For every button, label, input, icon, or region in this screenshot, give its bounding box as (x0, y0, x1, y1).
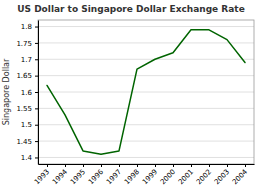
x-tick-label: 1995 (69, 168, 87, 186)
y-tick-mark (35, 141, 38, 142)
y-tick: 1.7 (21, 56, 38, 64)
x-tick: 2004 (231, 164, 250, 186)
y-tick: 1.75 (16, 40, 38, 48)
y-tick-mark (35, 108, 38, 109)
x-tick-label: 2001 (177, 168, 195, 186)
x-tick-label: 2000 (159, 168, 177, 186)
title: US Dollar to Singapore Dollar Exchange R… (17, 4, 245, 14)
grid-line (38, 92, 254, 93)
x-tick-label: 1999 (141, 168, 159, 186)
x-tick-mark (47, 164, 48, 167)
grid-line (38, 42, 254, 43)
x-tick: 1994 (51, 164, 70, 186)
x-tick: 2000 (159, 164, 177, 186)
x-tick-mark (245, 164, 246, 167)
grid-line (38, 141, 254, 142)
y-tick-label: 1.65 (16, 72, 32, 80)
line (47, 30, 245, 154)
grid-line (38, 26, 254, 27)
y-tick-label: 1.45 (16, 138, 32, 146)
x-tick-label: 1993 (33, 168, 51, 186)
y-tick: 1.65 (16, 72, 38, 80)
x-tick: 1993 (33, 164, 51, 186)
x-tick-mark (191, 164, 192, 167)
y-tick-label: 1.55 (16, 105, 32, 113)
x-tick: 2002 (195, 164, 213, 186)
y-tick-mark (35, 92, 38, 93)
y-tick-mark (35, 43, 38, 44)
grid (38, 27, 254, 158)
x-tick-label: 1996 (87, 168, 106, 187)
plot-frame (38, 20, 254, 164)
x-tick: 1995 (69, 164, 87, 186)
plot-area (47, 30, 245, 154)
y-tick-mark (35, 59, 38, 60)
grid-line (38, 108, 254, 109)
x-tick: 2003 (213, 164, 231, 186)
x-tick-label: 2003 (213, 168, 231, 186)
grid-line (38, 59, 254, 60)
y-tick-mark (35, 157, 38, 158)
y-axis: 1.4 1.45 1.5 1.55 1.6 1.65 1.7 1.75 1.8 (16, 21, 38, 165)
x-tick-label: 2004 (231, 168, 250, 187)
y-tick-mark (35, 76, 38, 77)
y-tick: 1.55 (16, 105, 38, 113)
x-tick-mark (119, 164, 120, 167)
y-tick: 1.4 (21, 154, 38, 162)
x-axis-line (39, 164, 255, 165)
x-tick-mark (101, 164, 102, 167)
x-tick-label: 1998 (123, 168, 141, 186)
grid-line (38, 157, 254, 158)
y-tick-mark (35, 125, 38, 126)
x-tick: 1997 (105, 164, 123, 186)
x-axis: 1993199419951996199719981999200020012002… (33, 164, 255, 186)
y-tick-label: 1.4 (21, 154, 33, 162)
x-tick-mark (65, 164, 66, 167)
y-axis-title: Singapore Dollar (2, 58, 11, 125)
y-tick: 1.6 (21, 89, 38, 97)
x-tick: 1999 (141, 164, 159, 186)
y-tick-label: 1.6 (21, 89, 33, 97)
x-tick-mark (209, 164, 210, 167)
x-tick-label: 1994 (51, 168, 70, 187)
chart: 1993199419951996199719981999200020012002… (0, 0, 262, 192)
x-tick-mark (83, 164, 84, 167)
x-tick-mark (173, 164, 174, 167)
y-tick: 1.45 (16, 138, 38, 146)
x-tick: 2001 (177, 164, 195, 186)
x-tick-mark (137, 164, 138, 167)
x-tick: 1998 (123, 164, 141, 186)
x-tick-mark (227, 164, 228, 167)
x-tick-mark (155, 164, 156, 167)
y-tick-label: 1.8 (21, 23, 32, 31)
x-tick: 1996 (87, 164, 106, 186)
x-tick-label: 1997 (105, 168, 123, 186)
y-tick-label: 1.75 (16, 40, 32, 48)
y-axis-line (38, 21, 39, 165)
y-tick-label: 1.7 (21, 56, 32, 64)
y-tick-label: 1.5 (21, 121, 32, 129)
y-tick: 1.8 (21, 23, 38, 31)
y-tick: 1.5 (21, 121, 38, 129)
grid-line (38, 75, 254, 76)
x-tick-label: 2002 (195, 168, 213, 186)
y-tick-mark (35, 27, 38, 28)
